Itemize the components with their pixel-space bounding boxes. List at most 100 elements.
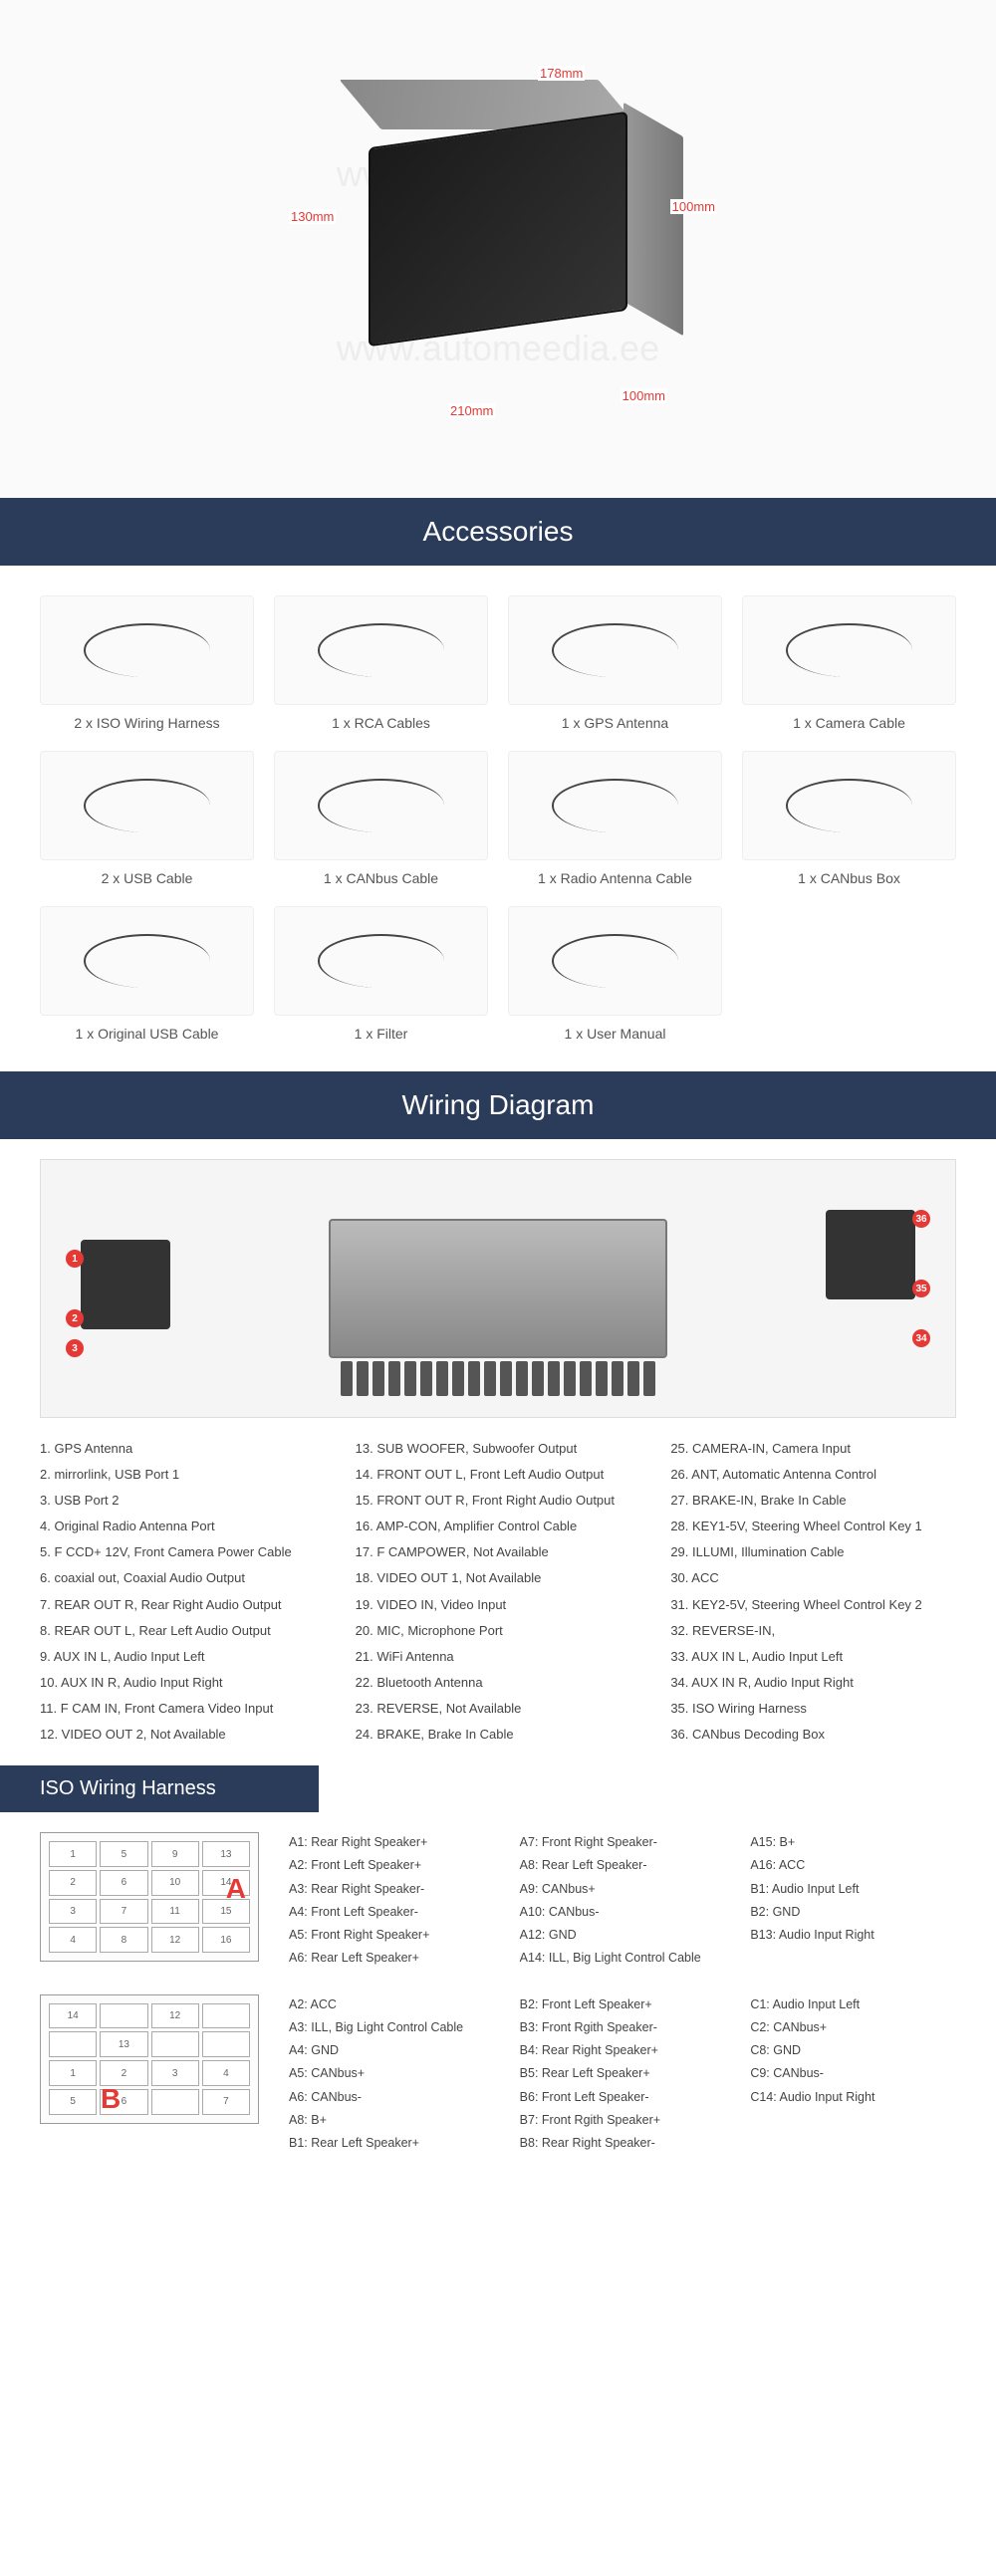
iso-header: ISO Wiring Harness (0, 1765, 319, 1812)
iso-legend-item: A16: ACC (750, 1855, 956, 1876)
accessory-label: 1 x Original USB Cable (40, 1026, 254, 1042)
wiring-legend-item: 9. AUX IN L, Audio Input Left (40, 1646, 326, 1668)
device-front-face (369, 112, 627, 348)
gps-module (81, 1240, 170, 1329)
iso-legend-item: A12: GND (520, 1925, 726, 1946)
wiring-legend-item: 1. GPS Antenna (40, 1438, 326, 1460)
iso-legend-item: A7: Front Right Speaker- (520, 1832, 726, 1853)
wiring-legend-item: 27. BRAKE-IN, Brake In Cable (670, 1490, 956, 1512)
iso-pin (202, 2031, 250, 2057)
iso-section: ISO Wiring Harness 159132610143711154812… (0, 1765, 996, 2209)
iso-legend-item: B6: Front Left Speaker- (520, 2087, 726, 2108)
wiring-legend-item: 34. AUX IN R, Audio Input Right (670, 1672, 956, 1694)
wiring-legend-item: 31. KEY2-5V, Steering Wheel Control Key … (670, 1594, 956, 1616)
iso-pin: 3 (151, 2060, 199, 2086)
callout-3: 3 (66, 1339, 84, 1357)
wiring-legend-item: 8. REAR OUT L, Rear Left Audio Output (40, 1620, 326, 1642)
callout-1: 1 (66, 1250, 84, 1268)
iso-legend-item: A14: ILL, Big Light Control Cable (520, 1948, 726, 1969)
wiring-legend-item: 6. coaxial out, Coaxial Audio Output (40, 1567, 326, 1589)
accessory-item: 1 x CANbus Cable (274, 751, 488, 886)
iso-pin: 6 (100, 1870, 147, 1896)
iso-pin (202, 2003, 250, 2029)
wiring-diagram-image: www.automeedia.ee 1 2 3 36 35 34 (40, 1159, 956, 1418)
accessory-label: 1 x RCA Cables (274, 715, 488, 731)
wiring-legend-item: 13. SUB WOOFER, Subwoofer Output (356, 1438, 641, 1460)
wiring-legend-item: 10. AUX IN R, Audio Input Right (40, 1672, 326, 1694)
accessory-image (40, 595, 254, 705)
iso-pin: 16 (202, 1927, 250, 1953)
iso-legend-item: B4: Rear Right Speaker+ (520, 2040, 726, 2061)
accessory-label: 1 x CANbus Cable (274, 870, 488, 886)
iso-pin: 4 (202, 2060, 250, 2086)
accessory-label: 1 x CANbus Box (742, 870, 956, 886)
iso-legend-item: B2: Front Left Speaker+ (520, 1994, 726, 2015)
iso-legend-item: C2: CANbus+ (750, 2017, 956, 2038)
iso-legend-item: A4: GND (289, 2040, 495, 2061)
wiring-legend-item: 3. USB Port 2 (40, 1490, 326, 1512)
wiring-legend-item: 15. FRONT OUT R, Front Right Audio Outpu… (356, 1490, 641, 1512)
iso-pin: 12 (151, 1927, 199, 1953)
iso-legend-item: B7: Front Rgith Speaker+ (520, 2110, 726, 2131)
iso-legend-item: C8: GND (750, 2040, 956, 2061)
iso-diagram-a: 15913261014371115481216 A (40, 1832, 259, 1962)
accessory-image (274, 751, 488, 860)
iso-legend-item: A5: Front Right Speaker+ (289, 1925, 495, 1946)
accessory-item: 1 x RCA Cables (274, 595, 488, 731)
iso-legend-item: A2: ACC (289, 1994, 495, 2015)
accessory-label: 2 x USB Cable (40, 870, 254, 886)
accessory-label: 1 x Radio Antenna Cable (508, 870, 722, 886)
iso-pin: 1 (49, 1841, 97, 1867)
wiring-legend-item: 4. Original Radio Antenna Port (40, 1516, 326, 1537)
dimension-section: www.automeedia.ee www.automeedia.ee 178m… (0, 0, 996, 498)
wiring-header: Wiring Diagram (0, 1071, 996, 1139)
iso-pin: 12 (151, 2003, 199, 2029)
iso-pin: 7 (100, 1899, 147, 1925)
wiring-legend-item: 20. MIC, Microphone Port (356, 1620, 641, 1642)
iso-pin: 11 (151, 1899, 199, 1925)
wiring-legend-item: 18. VIDEO OUT 1, Not Available (356, 1567, 641, 1589)
iso-pin: 5 (49, 2089, 97, 2115)
dim-front-width: 210mm (448, 403, 495, 418)
accessory-item: 1 x User Manual (508, 906, 722, 1042)
dim-top-depth: 178mm (538, 66, 585, 81)
iso-legend-item: B1: Audio Input Left (750, 1879, 956, 1900)
iso-legend-item: B1: Rear Left Speaker+ (289, 2133, 495, 2154)
iso-pin: 2 (49, 1870, 97, 1896)
dim-front-height: 130mm (289, 209, 336, 224)
wiring-legend-item: 25. CAMERA-IN, Camera Input (670, 1438, 956, 1460)
accessory-item: 1 x CANbus Box (742, 751, 956, 886)
iso-legend-item: A1: Rear Right Speaker+ (289, 1832, 495, 1853)
iso-pin: 9 (151, 1841, 199, 1867)
iso-pin (100, 2003, 147, 2029)
wiring-legend-item: 17. F CAMPOWER, Not Available (356, 1541, 641, 1563)
iso-legend-item: A6: Rear Left Speaker+ (289, 1948, 495, 1969)
iso-legend-item: A6: CANbus- (289, 2087, 495, 2108)
dim-side-depth: 100mm (621, 388, 667, 403)
iso-legend-item (750, 2110, 956, 2131)
iso-block-a: 15913261014371115481216 A A1: Rear Right… (0, 1832, 996, 1970)
accessory-image (274, 906, 488, 1016)
callout-36: 36 (912, 1210, 930, 1228)
accessory-item: 1 x Filter (274, 906, 488, 1042)
wiring-legend-item: 23. REVERSE, Not Available (356, 1698, 641, 1720)
wiring-legend-item: 35. ISO Wiring Harness (670, 1698, 956, 1720)
iso-legend-b: A2: ACCB2: Front Left Speaker+C1: Audio … (289, 1994, 956, 2155)
accessories-header: Accessories (0, 498, 996, 566)
dim-side-height: 100mm (670, 199, 717, 214)
iso-block-b: 1412131234567 B A2: ACCB2: Front Left Sp… (0, 1994, 996, 2155)
iso-legend-item: A4: Front Left Speaker- (289, 1902, 495, 1923)
wiring-legend-item: 24. BRAKE, Brake In Cable (356, 1724, 641, 1746)
wiring-legend-item: 14. FRONT OUT L, Front Left Audio Output (356, 1464, 641, 1486)
accessories-grid: 2 x ISO Wiring Harness 1 x RCA Cables 1 x … (0, 566, 996, 1071)
accessory-image (508, 751, 722, 860)
canbus-module (826, 1210, 915, 1299)
accessory-label: 1 x User Manual (508, 1026, 722, 1042)
iso-legend-item (750, 2133, 956, 2154)
wiring-legend: 1. GPS Antenna 13. SUB WOOFER, Subwoofer … (40, 1438, 956, 1746)
accessory-label: 1 x Camera Cable (742, 715, 956, 731)
iso-legend-item: A2: Front Left Speaker+ (289, 1855, 495, 1876)
accessory-image (742, 595, 956, 705)
accessory-item: 2 x ISO Wiring Harness (40, 595, 254, 731)
iso-letter-b: B (101, 2083, 121, 2115)
